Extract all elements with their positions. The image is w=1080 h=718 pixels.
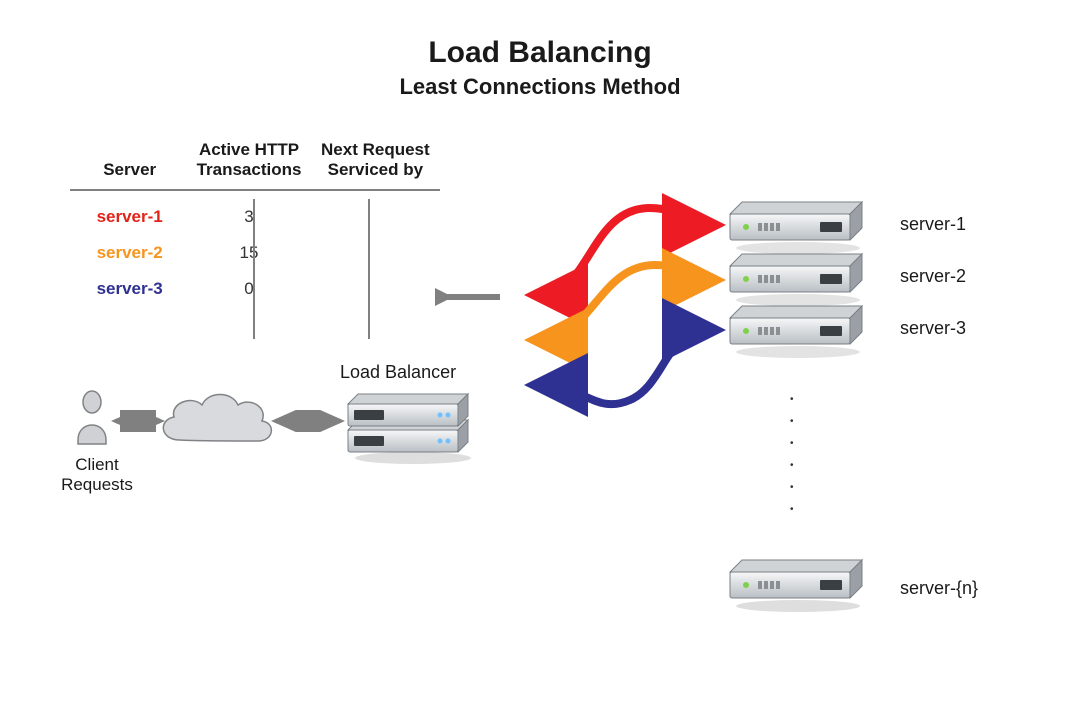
table-header: Server Active HTTP Transactions Next Req…: [70, 140, 440, 191]
table-row: server-215: [70, 235, 440, 271]
server-label: server-3: [900, 318, 966, 339]
col-server: Server: [70, 160, 189, 180]
page-subtitle: Least Connections Method: [0, 74, 1080, 100]
load-balancer-label: Load Balancer: [340, 362, 456, 383]
table-row: server-30: [70, 271, 440, 307]
table-body: server-13server-215server-30: [70, 199, 440, 307]
server-n-icon: [720, 558, 870, 614]
table-row: server-13: [70, 199, 440, 235]
col-active: Active HTTP Transactions: [189, 140, 310, 179]
ellipsis-dots: ••••••: [790, 395, 794, 527]
table-divider-2: [368, 199, 370, 339]
flow-arrows: [490, 190, 750, 430]
connections-table: Server Active HTTP Transactions Next Req…: [70, 140, 440, 307]
load-balancer-icon: [340, 388, 480, 466]
flow-server-1: [540, 208, 710, 295]
row-server-name: server-1: [70, 207, 189, 227]
row-transactions: 15: [189, 243, 310, 263]
server-label: server-1: [900, 214, 966, 235]
col-next: Next Request Serviced by: [311, 140, 440, 179]
user-icon: [72, 390, 112, 446]
server-icon: [720, 252, 870, 308]
server-n-label: server-{n}: [900, 578, 978, 599]
cloud-icon: [150, 385, 280, 465]
server-label: server-2: [900, 266, 966, 287]
user-cloud-arrow-icon: [108, 410, 168, 432]
row-server-name: server-2: [70, 243, 189, 263]
cloud-lb-arrow-icon: [268, 410, 348, 432]
page-title: Load Balancing: [0, 36, 1080, 70]
flow-server-3: [540, 330, 710, 404]
row-transactions: 0: [189, 279, 310, 299]
row-transactions: 3: [189, 207, 310, 227]
client-requests-label: Client Requests: [52, 455, 142, 496]
server-icon: [720, 200, 870, 256]
server-icon: [720, 304, 870, 360]
flow-server-2: [540, 265, 710, 340]
table-divider-1: [253, 199, 255, 339]
row-server-name: server-3: [70, 279, 189, 299]
